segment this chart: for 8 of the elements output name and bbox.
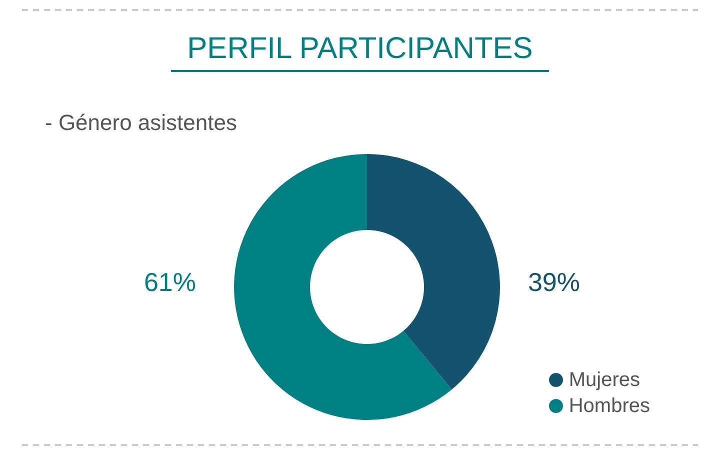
data-label: 39% [528, 267, 580, 297]
chart-subtitle: - Género asistentes [45, 110, 237, 136]
legend-label: Mujeres [568, 368, 640, 393]
chart-title: PERFIL PARTICIPANTES [171, 32, 549, 72]
donut-slice [367, 154, 500, 390]
data-label: 61% [144, 267, 196, 297]
donut-slice [234, 154, 452, 420]
legend-label: Hombres [568, 394, 650, 419]
